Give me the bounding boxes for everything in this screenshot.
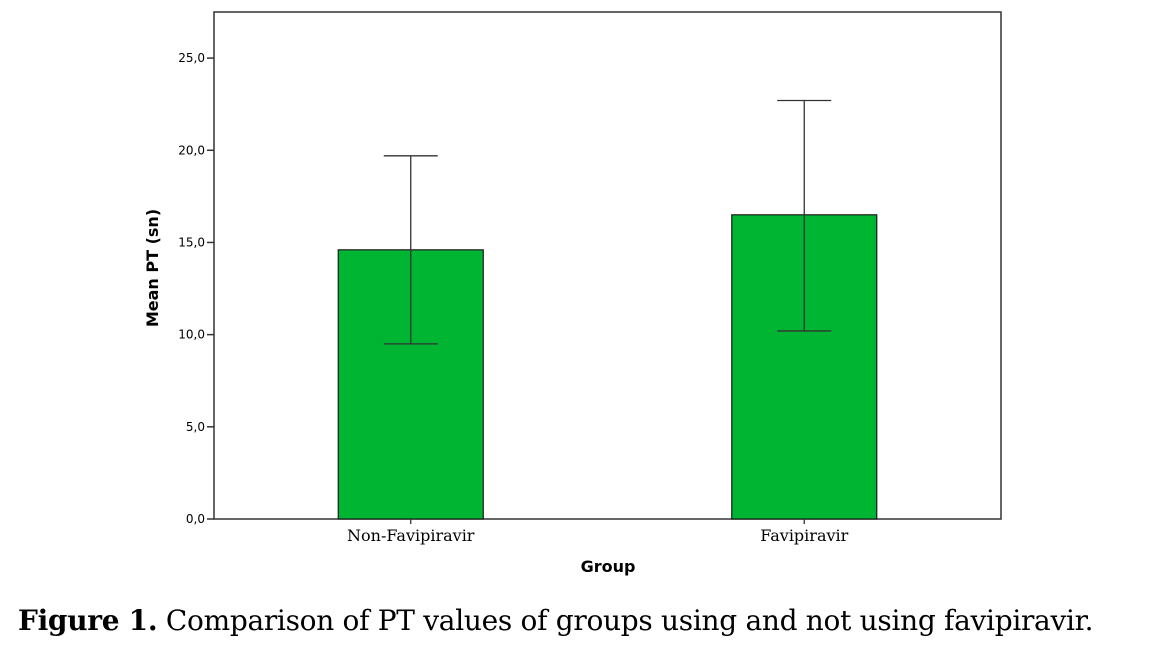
- caption-label: Figure 1.: [18, 604, 158, 637]
- x-axis-title: Group: [581, 557, 636, 576]
- y-tick-label: 20,0: [178, 143, 205, 157]
- y-tick-label: 0,0: [186, 512, 205, 526]
- bar-chart: 0,0 5,0 10,0 15,0 20,0 25,0 Non-Favipiravir Fa…: [143, 11, 1002, 576]
- y-tick-label: 5,0: [186, 420, 205, 434]
- y-axis-title: Mean PT (sn): [143, 209, 162, 327]
- x-axis-labels: Non-Favipiravir Favipiravir: [347, 519, 849, 545]
- bars: [337, 214, 878, 520]
- figure-caption: Figure 1. Comparison of PT values of gro…: [18, 604, 1168, 637]
- x-tick-label: Non-Favipiravir: [347, 526, 475, 545]
- caption-text: Comparison of PT values of groups using …: [157, 604, 1094, 637]
- plot-frame: [213, 11, 1002, 520]
- y-tick-label: 15,0: [178, 235, 205, 249]
- error-bars: [383, 99, 832, 345]
- y-tick-label: 25,0: [178, 51, 205, 65]
- x-tick-label: Favipiravir: [760, 526, 848, 545]
- y-axis: 0,0 5,0 10,0 15,0 20,0 25,0: [178, 51, 214, 526]
- y-tick-label: 10,0: [178, 328, 205, 342]
